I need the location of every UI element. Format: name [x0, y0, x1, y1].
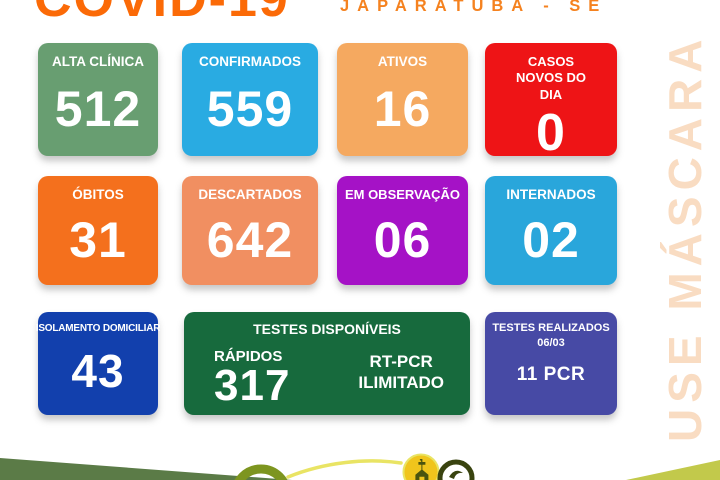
church-icon — [415, 459, 429, 480]
card-value: 16 — [373, 81, 432, 138]
municipality-logo — [234, 453, 475, 480]
tests-performed-date: 06/03 — [537, 336, 565, 349]
card-label: INTERNADOS — [506, 187, 596, 202]
emblem-glyph-icon — [449, 470, 463, 479]
card-label: ISOLAMENTO DOMICILIAR — [35, 323, 161, 334]
card-value: 512 — [54, 81, 142, 138]
logo-swoosh-icon — [286, 459, 403, 479]
rapid-tests-value: 317 — [214, 361, 291, 411]
card-confirmados: CONFIRMADOS 559 — [182, 43, 318, 156]
card-casos-novos: CASOS NOVOS DO DIA 0 — [485, 43, 617, 162]
tests-performed-title: TESTES REALIZADOS — [492, 322, 610, 334]
card-descartados: DESCARTADOS 642 — [182, 176, 318, 285]
card-label: CONFIRMADOS — [199, 54, 301, 69]
card-value: 43 — [71, 345, 125, 398]
rapid-tests-block: RÁPIDOS 317 — [214, 347, 291, 411]
pcr-tests-block: RT-PCR ILIMITADO — [358, 351, 444, 394]
card-label: TESTES REALIZADOS 06/03 — [492, 312, 609, 351]
card-label: ÓBITOS — [72, 187, 124, 202]
card-label: ALTA CLÍNICA — [52, 54, 144, 69]
card-label: TESTES DISPONÍVEIS — [253, 321, 401, 337]
card-em-observacao: EM OBSERVAÇÃO 06 — [337, 176, 468, 285]
card-testes-realizados: TESTES REALIZADOS 06/03 11 PCR — [485, 312, 617, 415]
page-title: COVID-19 — [34, 0, 290, 25]
card-value: 31 — [69, 212, 127, 269]
use-mask-banner: USE MÁSCARA — [659, 33, 711, 442]
card-label: ATIVOS — [377, 54, 428, 69]
card-alta-clinica: ALTA CLÍNICA 512 — [38, 43, 158, 156]
pcr-tests-label: RT-PCR — [369, 351, 433, 371]
card-isolamento-domiciliar: ISOLAMENTO DOMICILIAR 43 — [35, 312, 161, 415]
card-internados: INTERNADOS 02 — [485, 176, 617, 285]
bottom-right-triangle — [626, 460, 720, 480]
logo-ring-icon — [234, 464, 288, 480]
card-obitos: ÓBITOS 31 — [38, 176, 158, 285]
location-title: JAPARATUBA - SE — [340, 0, 608, 15]
card-label: CASOS NOVOS DO DIA — [515, 54, 587, 102]
tests-available-content: RÁPIDOS 317 RT-PCR ILIMITADO — [184, 339, 470, 416]
pcr-tests-value: ILIMITADO — [358, 372, 444, 392]
card-value: 0 — [536, 103, 566, 162]
card-label: DESCARTADOS — [198, 187, 302, 202]
card-label: EM OBSERVAÇÃO — [344, 187, 461, 202]
card-value: 559 — [206, 81, 294, 138]
card-value: 02 — [522, 212, 580, 269]
card-testes-disponiveis: TESTES DISPONÍVEIS RÁPIDOS 317 RT-PCR IL… — [184, 312, 470, 415]
card-value: 06 — [373, 212, 432, 269]
card-value: 11 PCR — [516, 363, 586, 385]
rapid-tests-label: RÁPIDOS — [214, 347, 283, 365]
card-value: 642 — [206, 212, 294, 269]
card-ativos: ATIVOS 16 — [337, 43, 468, 156]
